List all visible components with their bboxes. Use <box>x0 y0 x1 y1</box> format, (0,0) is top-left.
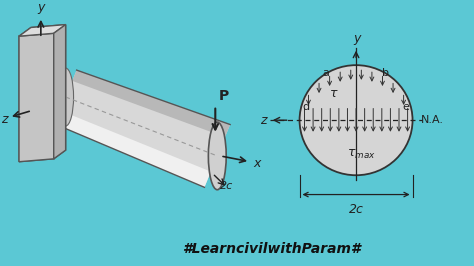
Text: y: y <box>37 1 45 14</box>
Polygon shape <box>19 24 65 36</box>
Ellipse shape <box>209 122 226 190</box>
Polygon shape <box>19 33 54 162</box>
Polygon shape <box>19 33 54 162</box>
Text: b: b <box>383 68 389 78</box>
Text: z: z <box>260 114 267 127</box>
Text: P: P <box>218 89 228 103</box>
Polygon shape <box>54 24 65 159</box>
Polygon shape <box>55 70 230 187</box>
Polygon shape <box>54 24 65 159</box>
Text: y: y <box>353 32 361 45</box>
Text: $\tau_{max}$: $\tau_{max}$ <box>346 147 375 161</box>
Text: N.A.: N.A. <box>420 115 444 125</box>
Ellipse shape <box>58 68 73 126</box>
Text: 2c: 2c <box>220 181 234 191</box>
Polygon shape <box>72 70 230 137</box>
Circle shape <box>300 65 412 175</box>
Text: #LearncivilwithParam#: #LearncivilwithParam# <box>182 242 361 256</box>
Text: d: d <box>302 102 310 113</box>
Polygon shape <box>19 24 65 36</box>
Text: z: z <box>0 113 7 126</box>
Polygon shape <box>55 110 211 187</box>
Text: 2c: 2c <box>348 203 364 216</box>
Text: $\tau$: $\tau$ <box>329 87 339 100</box>
Text: a: a <box>323 68 330 78</box>
Text: x: x <box>253 157 260 170</box>
Text: e: e <box>403 102 410 113</box>
